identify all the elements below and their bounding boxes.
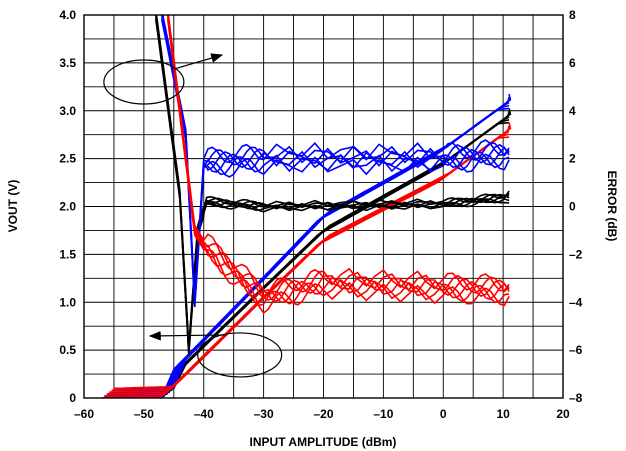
series-line xyxy=(161,15,510,298)
y-left-tick-label: 0.5 xyxy=(59,343,76,357)
y-right-axis-ticks: –8 –6 –4 –2 0 2 4 6 8 xyxy=(569,8,583,405)
series-line xyxy=(109,127,510,394)
x-tick-label: 10 xyxy=(496,407,510,421)
series-line xyxy=(104,104,510,397)
series-line xyxy=(102,121,510,398)
y-right-tick-label: –8 xyxy=(569,391,583,405)
series-line xyxy=(155,17,510,354)
x-tick-label: –30 xyxy=(254,407,274,421)
series-line xyxy=(167,17,510,307)
y-right-axis-title: ERROR (dB) xyxy=(605,171,619,242)
series-line xyxy=(113,122,512,390)
x-axis-ticks: –60 –50 –40 –30 –20 –10 0 10 20 xyxy=(74,407,570,421)
x-axis-title: INPUT AMPLITUDE (dBm) xyxy=(250,435,397,449)
series-line xyxy=(101,136,510,398)
annotation-ellipse-upper xyxy=(103,59,185,105)
series-line xyxy=(106,130,510,395)
y-left-tick-label: 2.5 xyxy=(59,152,76,166)
annotation-layer xyxy=(103,53,283,378)
series-line xyxy=(155,15,510,346)
y-right-tick-label: 0 xyxy=(569,200,576,214)
series-layer xyxy=(101,15,512,398)
y-left-tick-label: 1.0 xyxy=(59,295,76,309)
annotation-ellipse-lower xyxy=(197,332,283,378)
series-line xyxy=(167,15,510,300)
series-line xyxy=(167,19,510,315)
series-line xyxy=(155,19,510,355)
series-line xyxy=(167,15,510,303)
y-left-tick-label: 4.0 xyxy=(59,8,76,22)
plot-frame xyxy=(83,14,564,399)
y-left-tick-label: 1.5 xyxy=(59,247,76,261)
series-line xyxy=(111,125,510,392)
y-left-axis-title: VOUT (V) xyxy=(6,180,20,233)
y-right-tick-label: 8 xyxy=(569,8,576,22)
x-tick-label: –60 xyxy=(74,407,94,421)
x-tick-label: –20 xyxy=(313,407,333,421)
series-line xyxy=(155,15,510,352)
y-right-tick-label: –6 xyxy=(569,343,583,357)
y-right-tick-label: 2 xyxy=(569,152,576,166)
x-tick-label: –40 xyxy=(194,407,214,421)
x-tick-label: –50 xyxy=(134,407,154,421)
annotation-arrow-right xyxy=(173,53,224,70)
x-tick-label: 0 xyxy=(440,407,447,421)
y-right-tick-label: –4 xyxy=(569,295,583,309)
x-tick-label: 20 xyxy=(556,407,570,421)
y-right-tick-label: 6 xyxy=(569,56,576,70)
y-right-tick-label: –2 xyxy=(569,247,583,261)
y-left-tick-label: 3.0 xyxy=(59,104,76,118)
annotation-arrow-left xyxy=(148,331,226,341)
y-left-axis-ticks: 0 0.5 1.0 1.5 2.0 2.5 3.0 3.5 4.0 xyxy=(59,8,76,405)
series-line xyxy=(167,15,510,303)
y-right-tick-label: 4 xyxy=(569,104,576,118)
y-left-tick-label: 3.5 xyxy=(59,56,76,70)
y-left-tick-label: 2.0 xyxy=(59,200,76,214)
x-tick-label: –10 xyxy=(373,407,393,421)
grid xyxy=(84,15,563,398)
y-left-tick-label: 0 xyxy=(69,391,76,405)
series-line xyxy=(167,15,510,301)
